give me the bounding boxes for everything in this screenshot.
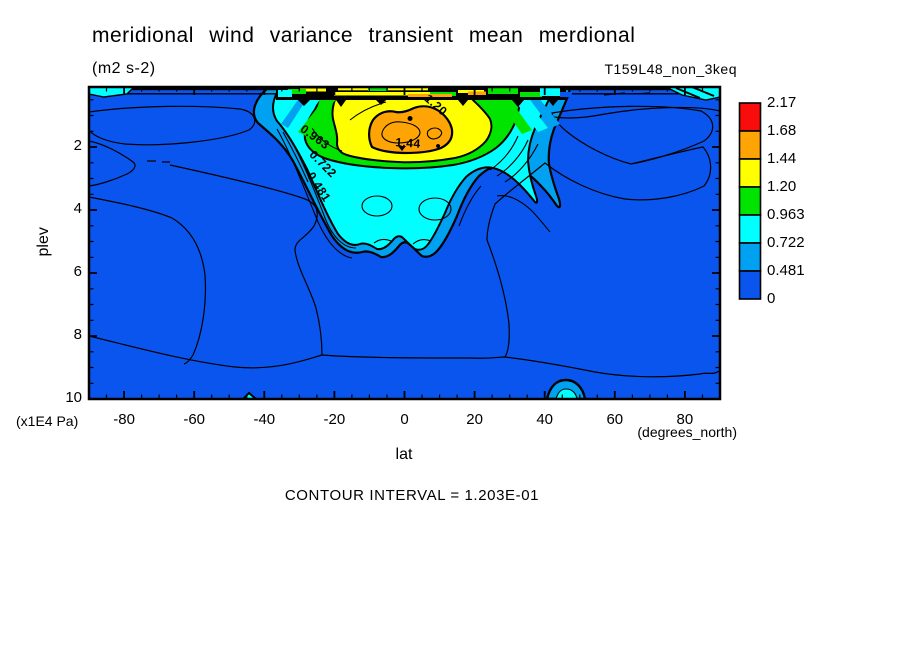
plot-frame	[87, 85, 722, 401]
x-tick-label: -60	[183, 411, 206, 428]
streak-cyan	[278, 90, 292, 97]
streak-yellow	[334, 92, 454, 96]
colorbar-label: 0	[767, 290, 776, 307]
top-band-columns	[281, 97, 560, 136]
fan-green-left	[298, 97, 338, 136]
x-axis-title: lat	[395, 446, 413, 463]
contour-line-intermediate	[276, 101, 551, 259]
colorbar-label: 1.44	[767, 150, 797, 167]
colorbar-box	[738, 186, 762, 216]
x-tick-label: 40	[536, 411, 554, 428]
streak-green	[368, 88, 388, 91]
surface-blob-inner	[555, 388, 578, 399]
fan-sky-right	[528, 97, 560, 128]
y-tick-label: 2	[73, 137, 82, 154]
y-axis-unit: (x1E4 Pa)	[16, 413, 79, 429]
streak-orange	[408, 94, 452, 97]
colorbar-label: 0.722	[767, 234, 805, 251]
colorbar-label: 1.20	[767, 178, 797, 195]
x-tick-label: 80	[676, 411, 694, 428]
fan-cyan-left	[289, 97, 322, 132]
colorbar-box	[738, 102, 762, 132]
run-label: T159L48_non_3keq	[604, 61, 737, 77]
fan-sky-left	[281, 97, 308, 128]
y-tick-label: 8	[73, 326, 82, 343]
colorbar-box	[738, 242, 762, 272]
band-streaks	[278, 87, 572, 97]
x-axis-unit: (degrees_north)	[637, 424, 737, 440]
contour-speck	[398, 116, 441, 151]
colorbar-box	[738, 130, 762, 160]
x-tick-label: -40	[253, 411, 276, 428]
fan-green-right	[496, 97, 532, 134]
x-tick-label: -20	[323, 411, 346, 428]
axis-minor-ticks	[89, 87, 720, 399]
contour-line-bg-right	[486, 92, 720, 358]
colorbar	[738, 102, 762, 300]
contour-line-bottom	[89, 335, 720, 378]
units-label: (m2 s-2)	[92, 60, 156, 77]
plot-area	[89, 87, 720, 399]
chart-title: meridional wind variance transient mean …	[92, 24, 636, 47]
x-tick-label: 60	[606, 411, 624, 428]
colorbar-box	[738, 270, 762, 300]
colorbar-label: 1.68	[767, 122, 797, 139]
streak-orange	[468, 91, 486, 95]
colorbar-box	[738, 158, 762, 188]
axis-major-ticks	[89, 87, 720, 399]
y-tick-label: 10	[65, 389, 82, 406]
contour-label-1.44: 1.44	[394, 135, 422, 151]
colorbar-label: 0.481	[767, 262, 805, 279]
colorbar-label: 0.963	[767, 206, 805, 223]
y-tick-label: 4	[73, 200, 82, 217]
streak-blue	[560, 92, 572, 97]
corner-patch-left	[89, 87, 135, 98]
streak-green	[288, 89, 306, 94]
streak-green	[520, 92, 542, 97]
y-tick-label: 6	[73, 263, 82, 280]
colorbar-label: 2.17	[767, 94, 797, 111]
streak-green	[488, 88, 518, 94]
x-tick-label: 20	[466, 411, 483, 428]
contour-line-bg-left	[89, 105, 323, 365]
contour-line-inner-orange	[381, 121, 443, 144]
streak-yellow	[300, 88, 326, 92]
x-tick-label: -80	[113, 411, 135, 428]
colorbar-box	[738, 214, 762, 244]
streak-cyan	[540, 88, 560, 96]
fan-cyan-right	[512, 97, 548, 132]
x-tick-label: 0	[400, 411, 409, 428]
contour-interval-note: CONTOUR INTERVAL = 1.203E-01	[284, 487, 540, 504]
